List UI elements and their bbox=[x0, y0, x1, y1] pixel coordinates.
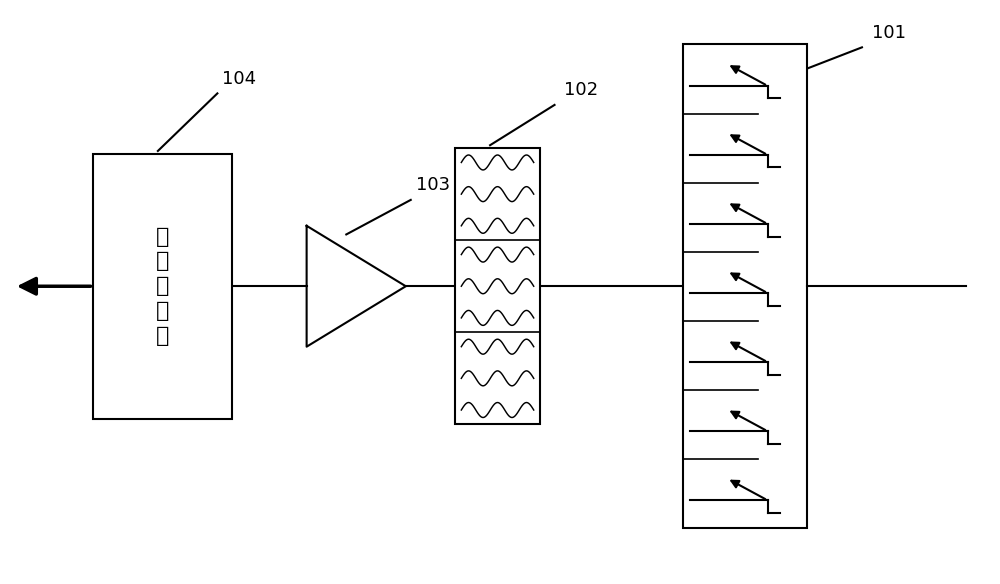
Bar bbox=[93, 154, 232, 419]
Text: 104: 104 bbox=[222, 69, 256, 88]
Bar bbox=[683, 44, 807, 528]
Text: 射
频
收
发
器: 射 频 收 发 器 bbox=[156, 227, 170, 346]
Bar bbox=[455, 148, 540, 425]
Text: 102: 102 bbox=[564, 81, 599, 99]
Text: 101: 101 bbox=[872, 23, 906, 41]
Text: 103: 103 bbox=[416, 176, 450, 194]
